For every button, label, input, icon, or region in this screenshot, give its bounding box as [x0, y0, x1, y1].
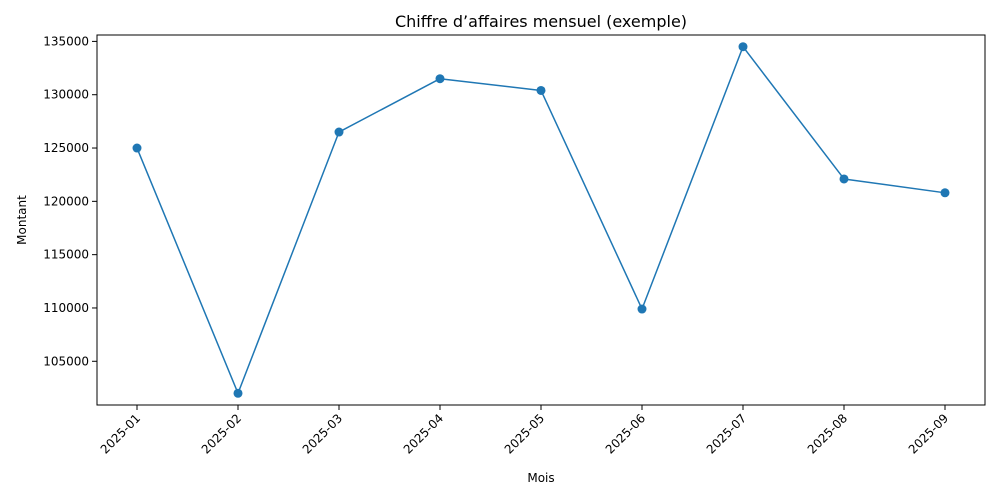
data-point	[839, 174, 849, 184]
chart-title: Chiffre d’affaires mensuel (exemple)	[395, 12, 687, 31]
data-point	[435, 74, 445, 84]
data-point	[738, 42, 748, 52]
y-tick-label: 110000	[43, 301, 89, 315]
y-axis-label: Montant	[15, 195, 29, 245]
x-tick-label: 2025-06	[603, 411, 648, 456]
data-point	[132, 143, 142, 153]
y-tick-label: 105000	[43, 354, 89, 368]
x-tick-label: 2025-05	[502, 411, 547, 456]
x-tick-label: 2025-02	[199, 411, 244, 456]
x-tick-label: 2025-04	[401, 411, 446, 456]
x-axis-label: Mois	[527, 471, 554, 485]
series-line	[136, 45, 946, 395]
x-tick-label: 2025-07	[704, 411, 749, 456]
data-point	[233, 388, 243, 398]
data-point	[940, 188, 950, 198]
y-tick-label: 135000	[43, 34, 89, 48]
y-tick-label: 125000	[43, 141, 89, 155]
data-point	[536, 85, 546, 95]
x-tick-label: 2025-01	[98, 411, 143, 456]
x-tick-label: 2025-03	[300, 411, 345, 456]
y-tick-label: 115000	[43, 248, 89, 262]
marks-layer	[132, 42, 950, 398]
y-tick-label: 130000	[43, 88, 89, 102]
data-point	[334, 127, 344, 137]
x-tick-label: 2025-08	[805, 411, 850, 456]
data-point	[637, 304, 647, 314]
y-tick-label: 120000	[43, 194, 89, 208]
x-tick-label: 2025-09	[906, 411, 951, 456]
ticks-layer: 105000 110000 115000 120000 125000 130000 1350…	[43, 34, 951, 456]
